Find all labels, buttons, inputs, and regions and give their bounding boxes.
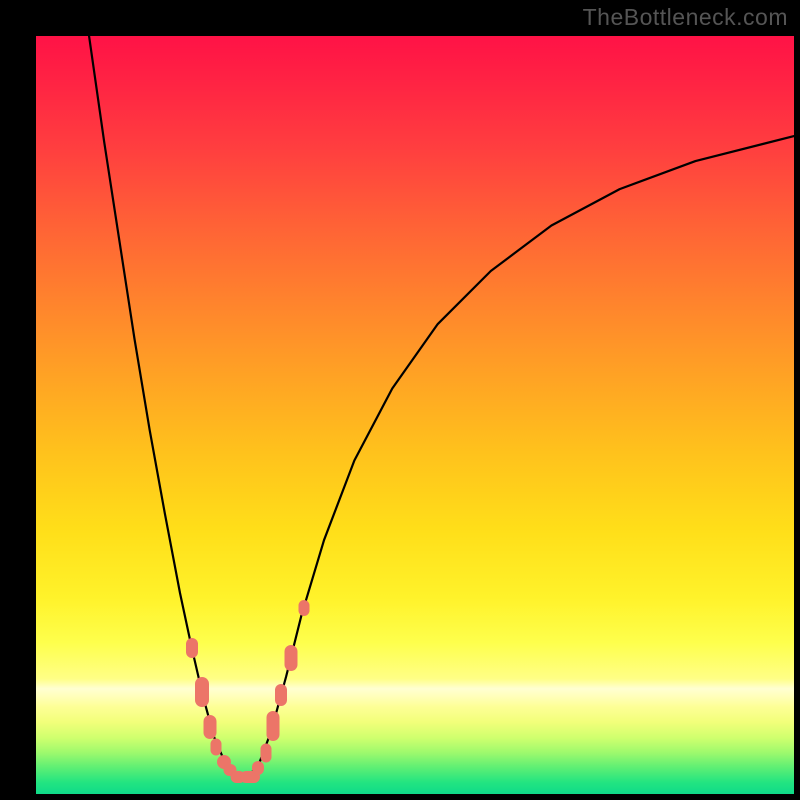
- curve-marker: [275, 684, 287, 706]
- curve-marker: [267, 711, 280, 741]
- curve-marker: [195, 677, 209, 707]
- curve-path: [89, 36, 794, 777]
- chart-root: TheBottleneck.com: [0, 0, 800, 800]
- curve-marker: [299, 600, 310, 616]
- curve-marker: [252, 761, 264, 775]
- curve-marker: [204, 715, 217, 739]
- curve-marker: [211, 739, 222, 756]
- watermark-text: TheBottleneck.com: [583, 4, 788, 31]
- curve-marker: [186, 638, 198, 658]
- curve-marker: [285, 645, 298, 671]
- bottleneck-curve: [36, 36, 794, 794]
- curve-marker: [260, 744, 271, 763]
- plot-area: [36, 36, 794, 794]
